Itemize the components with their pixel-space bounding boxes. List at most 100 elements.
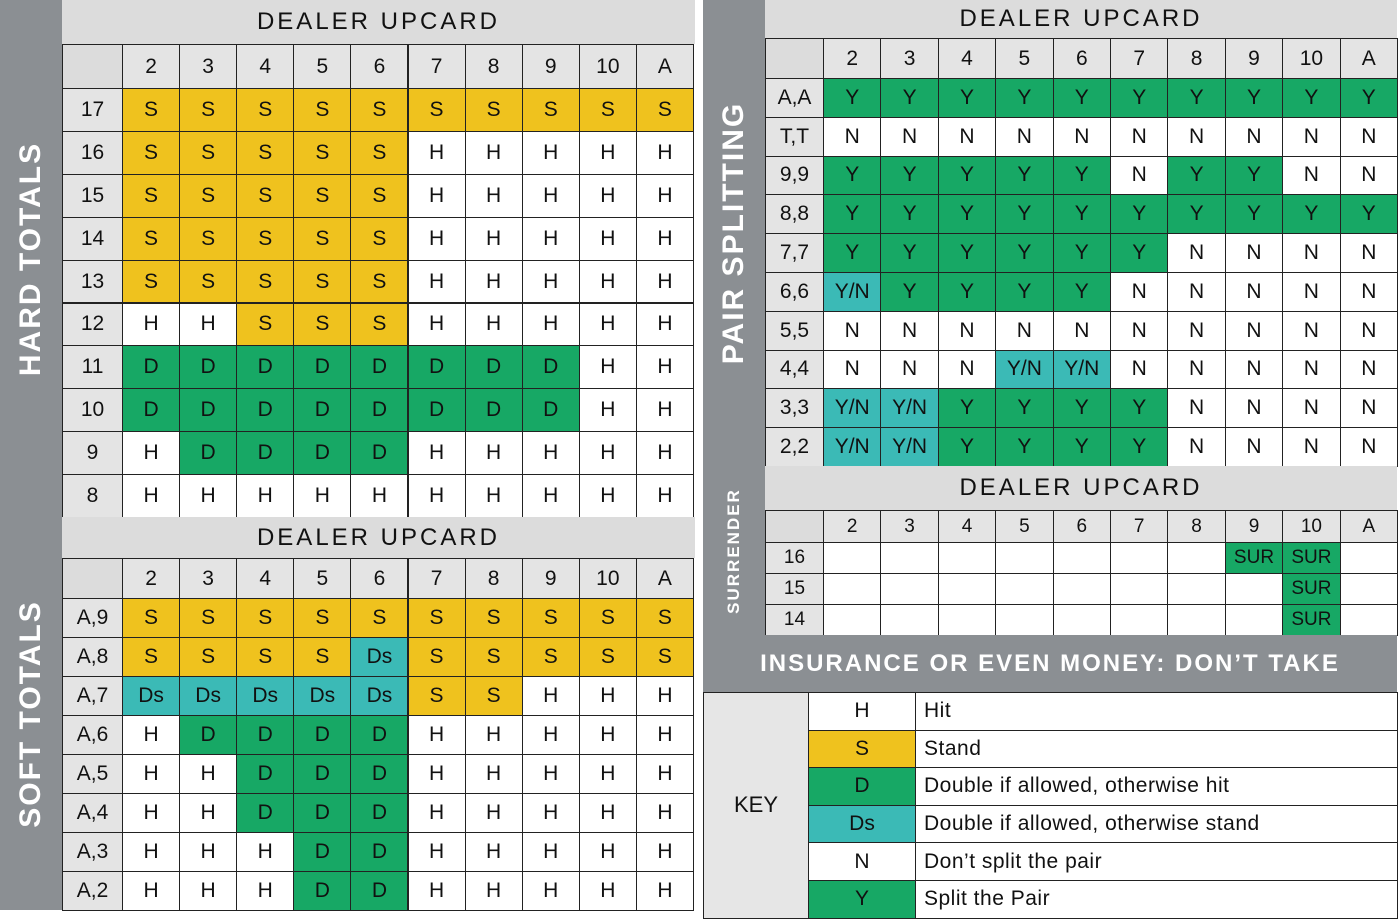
column-header: 7 — [407, 44, 466, 89]
cell: H — [635, 793, 694, 833]
cell: D — [236, 715, 295, 755]
cell: D — [350, 431, 409, 476]
cell: Y — [1110, 427, 1169, 467]
cell: S — [293, 598, 352, 638]
cell: N — [1339, 349, 1398, 390]
cell: Y — [1052, 388, 1111, 429]
cell: Y — [937, 272, 997, 312]
cell: Y — [1052, 427, 1111, 467]
cell: Y — [1110, 233, 1169, 273]
cell: N — [1224, 349, 1284, 390]
row-header: 15 — [765, 573, 824, 605]
cell: S — [578, 88, 637, 132]
cell: N — [1110, 116, 1169, 157]
cell: H — [578, 130, 637, 175]
cell: H — [578, 259, 637, 304]
cell: H — [464, 173, 523, 218]
cell: N — [1110, 349, 1169, 390]
cell: H — [179, 793, 238, 833]
cell: S — [179, 637, 238, 677]
cell: S — [350, 216, 409, 261]
cell: N — [1110, 272, 1169, 312]
cell: N — [1052, 116, 1111, 157]
cell: H — [521, 216, 580, 261]
cell: H — [464, 474, 523, 518]
cell: S — [122, 88, 181, 132]
cell: Y — [1110, 194, 1169, 235]
section-label: HARD TOTALS — [0, 0, 62, 517]
cell: H — [464, 793, 523, 833]
cell: Y/N — [880, 388, 939, 429]
row-header: 12 — [62, 302, 123, 347]
key-meaning: Stand — [915, 729, 1398, 769]
cell: D — [521, 345, 580, 390]
cell: S — [464, 637, 523, 677]
cell: H — [578, 173, 637, 218]
row-header: A,3 — [62, 832, 123, 872]
cell: H — [464, 130, 523, 175]
cell: H — [122, 754, 181, 794]
section-label: PAIR SPLITTING — [703, 0, 765, 466]
cell: N — [1339, 233, 1398, 273]
column-header: 2 — [122, 44, 181, 89]
cell: SUR — [1282, 604, 1341, 636]
cell: Ds — [350, 637, 409, 677]
cell: H — [635, 715, 694, 755]
cell: N — [823, 116, 882, 157]
cell: S — [236, 216, 295, 261]
cell — [1167, 573, 1226, 605]
cell: S — [236, 173, 295, 218]
cell: H — [521, 871, 580, 911]
cell: H — [464, 259, 523, 304]
cell: S — [521, 637, 580, 677]
row-header: 6,6 — [765, 272, 824, 312]
corner-cell — [765, 38, 824, 79]
cell: H — [407, 715, 466, 755]
cell: H — [293, 474, 352, 518]
cell: H — [521, 793, 580, 833]
cell: Y — [1052, 272, 1111, 312]
cell: H — [521, 715, 580, 755]
cell: H — [407, 431, 466, 476]
cell: N — [1110, 310, 1169, 351]
column-header: 8 — [464, 44, 523, 89]
cell: H — [464, 754, 523, 794]
cell: H — [464, 431, 523, 476]
cell: D — [407, 388, 466, 433]
row-header: 8,8 — [765, 194, 824, 235]
cell — [937, 542, 997, 574]
column-header: 2 — [823, 38, 882, 79]
cell: N — [1339, 427, 1398, 467]
cell: N — [1224, 427, 1284, 467]
cell: N — [1167, 272, 1226, 312]
cell: H — [407, 216, 466, 261]
column-header: 3 — [179, 558, 238, 599]
key-code: H — [808, 692, 916, 731]
row-header: 16 — [62, 130, 123, 175]
cell: Y/N — [880, 427, 939, 467]
cell: Y — [1052, 78, 1111, 118]
cell: Ds — [179, 676, 238, 716]
column-header: 3 — [179, 44, 238, 89]
cell: SUR — [1282, 542, 1341, 574]
cell: Y — [880, 233, 939, 273]
cell: H — [635, 871, 694, 911]
cell: Ds — [236, 676, 295, 716]
cell: H — [407, 793, 466, 833]
cell: Y/N — [995, 349, 1054, 390]
section-header: DEALER UPCARD — [62, 517, 695, 558]
cell: H — [464, 832, 523, 872]
column-header: 9 — [1224, 38, 1284, 79]
cell: H — [407, 871, 466, 911]
column-header: 7 — [1110, 38, 1169, 79]
cell — [880, 542, 939, 574]
cell: S — [122, 173, 181, 218]
cell: Y — [937, 194, 997, 235]
cell: H — [578, 793, 637, 833]
cell: N — [1339, 272, 1398, 312]
cell — [1339, 604, 1398, 636]
column-header: A — [1339, 510, 1398, 543]
cell: S — [407, 637, 466, 677]
cell: H — [464, 216, 523, 261]
column-header: 9 — [521, 558, 580, 599]
